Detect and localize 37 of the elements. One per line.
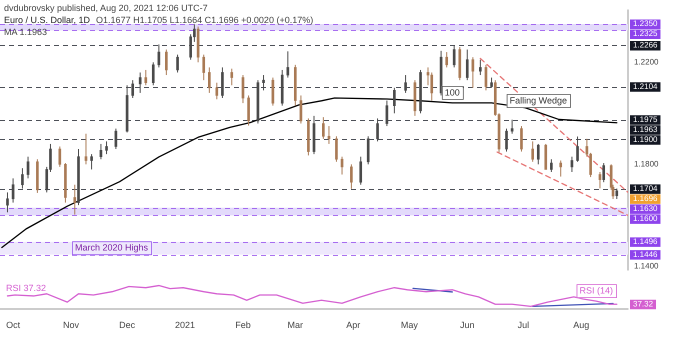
text: Euro / U.S. Dollar, 1D xyxy=(4,15,90,25)
annotation: dvdubrovsky published, Aug 20, 2021 12:06 UTC-7 xyxy=(4,3,208,13)
x-tick-label: 2021 xyxy=(175,320,196,330)
annotation: 37.32 xyxy=(633,299,654,308)
ref-line-label: 1.2325 xyxy=(633,29,658,38)
x-tick-label: Dec xyxy=(119,320,136,330)
x-tick-label: Aug xyxy=(573,320,590,330)
annotation: RSI (14) xyxy=(579,286,613,296)
ref-line-label: 1.1600 xyxy=(633,214,658,224)
x-tick-label: Mar xyxy=(288,320,304,330)
x-tick-label: May xyxy=(400,320,418,330)
x-tick-label: Apr xyxy=(346,320,360,330)
ref-line-label: 1.2266 xyxy=(633,40,658,50)
annotation: Falling Wedge xyxy=(510,96,567,106)
ref-line-label: 1.1900 xyxy=(633,134,658,144)
ref-line-label: 1.1630 xyxy=(633,204,658,214)
x-tick-label: Nov xyxy=(63,320,80,330)
annotation: 1.1696 xyxy=(633,194,658,204)
ref-line-label: 1.1446 xyxy=(633,250,658,259)
annotation: RSI 37.32 xyxy=(6,283,46,293)
band-label: March 2020 Highs xyxy=(75,242,149,253)
ref-line-label: 1.1704 xyxy=(633,184,658,194)
x-tick-label: Jun xyxy=(460,320,475,330)
x-tick-label: Feb xyxy=(235,320,251,330)
annotation: 100 xyxy=(444,87,460,98)
text: O1.1677 H1.1705 L1.1664 C1.1696 +0.0020 (+0.17%) xyxy=(96,15,314,25)
annotation: MA 1.1963 xyxy=(4,27,48,37)
y-tick-label: 1.1400 xyxy=(634,262,660,271)
annotation: 1.1963 xyxy=(633,124,658,134)
y-tick-label: 1.2200 xyxy=(634,58,660,66)
ref-line-label: 1.2350 xyxy=(633,19,658,28)
ref-line-label: 1.1496 xyxy=(633,237,658,246)
ref-line-label: 1.1975 xyxy=(633,114,658,124)
x-tick-label: Oct xyxy=(6,320,21,330)
y-tick-label: 1.1800 xyxy=(634,160,660,169)
x-tick-label: Jul xyxy=(518,320,530,330)
ref-line-label: 1.2104 xyxy=(633,82,658,91)
